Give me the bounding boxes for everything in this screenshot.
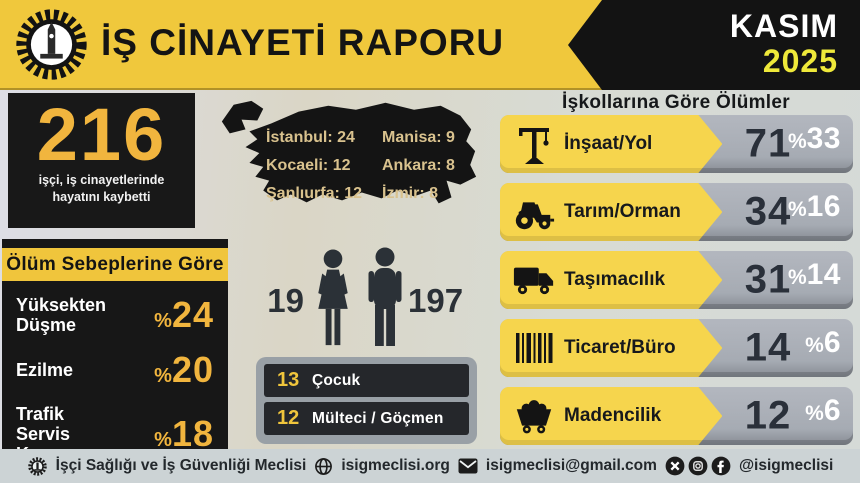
envelope-icon <box>458 458 478 474</box>
footer-website-link[interactable]: isigmeclisi.org <box>341 457 450 474</box>
barcode-icon <box>516 333 553 363</box>
man-icon <box>368 247 402 346</box>
instagram-icon[interactable] <box>688 456 708 476</box>
death-toll-panel: 216 işçi, iş cinayetlerinde hayatını kay… <box>8 93 195 228</box>
report-month: KASIM <box>729 8 838 44</box>
death-causes-title: Ölüm Sebeplerine Göre <box>2 248 228 281</box>
sector-count: 14 <box>744 325 792 370</box>
truck-icon <box>513 267 554 295</box>
globe-icon <box>315 457 333 475</box>
death-causes-list: Yüksekten Düşme %24 Ezilme %20 Trafik Se… <box>2 281 228 464</box>
sector-count: 31 <box>744 257 792 302</box>
woman-icon <box>318 249 348 346</box>
death-causes-panel: Ölüm Sebeplerine Göre Yüksekten Düşme %2… <box>2 239 228 464</box>
map-city: Kocaeli: 12 <box>266 157 351 174</box>
cause-row: Yüksekten Düşme %24 <box>16 294 214 335</box>
sector-bar-insaat: İnşaat/Yol 71 %33 <box>500 115 853 173</box>
isig-gear-tower-logo <box>16 9 87 80</box>
footer-org-name: İşçi Sağlığı ve İş Güvenliği Meclisi <box>55 457 307 474</box>
sectors-bar-chart: İnşaat/Yol 71 %33 Tarım/Orman 34 %16 <box>500 115 853 455</box>
report-period-box: KASIM 2025 <box>568 0 860 90</box>
map-city-list-right: Manisa: 9 Ankara: 8 İzmir: 8 <box>382 124 455 208</box>
sector-pennant <box>500 319 722 377</box>
cause-percent: %20 <box>154 349 214 390</box>
map-city: Manisa: 9 <box>382 129 455 146</box>
demographics-box: 13 Çocuk 12 Mülteci / Göçmen <box>256 357 477 444</box>
sector-bar-maden: Madencilik 12 %6 <box>500 387 853 445</box>
sector-percent: %6 <box>805 326 841 359</box>
sector-bar-tarim: Tarım/Orman 34 %16 <box>500 183 853 241</box>
sector-count: 34 <box>744 189 792 234</box>
isig-mini-logo-icon <box>27 456 47 476</box>
cause-percent: %18 <box>154 413 214 455</box>
header-banner: İŞ CİNAYETİ RAPORU KASIM 2025 <box>0 0 860 90</box>
social-icons <box>665 456 731 476</box>
crane-icon <box>519 128 549 164</box>
sectors-title: İşkollarına Göre Ölümler <box>562 92 790 113</box>
map-city-list-left: İstanbul: 24 Kocaeli: 12 Şanlıurfa: 12 <box>266 124 362 208</box>
turkey-map-silhouette <box>221 100 477 204</box>
facebook-icon[interactable] <box>711 456 731 476</box>
demographic-row: 12 Mülteci / Göçmen <box>264 402 469 435</box>
sector-count: 71 <box>744 121 792 166</box>
sector-bar-tasima: Taşımacılık 31 %14 <box>500 251 853 309</box>
footer-email-link[interactable]: isigmeclisi@gmail.com <box>485 457 657 474</box>
death-toll-count: 216 <box>36 93 167 176</box>
sector-percent: %16 <box>787 190 841 223</box>
x-twitter-icon[interactable] <box>665 456 685 476</box>
women-count: 19 <box>267 282 304 319</box>
footer-bar: İşçi Sağlığı ve İş Güvenliği Meclisi isi… <box>0 449 860 483</box>
demographic-row: 13 Çocuk <box>264 364 469 397</box>
men-count: 197 <box>408 282 464 319</box>
footer-social-handle[interactable]: @isigmeclisi <box>738 457 834 474</box>
minecart-icon <box>516 400 552 434</box>
sector-percent: %6 <box>805 394 841 427</box>
cause-percent: %24 <box>154 294 214 335</box>
sector-percent: %14 <box>787 258 841 291</box>
map-city: İzmir: 8 <box>382 185 439 202</box>
tractor-icon <box>515 202 555 230</box>
map-city: Ankara: 8 <box>382 157 455 174</box>
map-city: İstanbul: 24 <box>266 129 355 146</box>
cause-row: Ezilme %20 <box>16 349 214 390</box>
sector-bar-ticaret: Ticaret/Büro 14 %6 <box>500 319 853 377</box>
page-title: İŞ CİNAYETİ RAPORU <box>101 22 505 63</box>
sector-count: 12 <box>744 393 792 438</box>
sector-percent: %33 <box>787 122 841 155</box>
death-toll-caption: işçi, iş cinayetlerinde hayatını kaybett… <box>38 173 165 205</box>
map-city: Şanlıurfa: 12 <box>266 185 363 202</box>
report-year: 2025 <box>762 43 838 80</box>
